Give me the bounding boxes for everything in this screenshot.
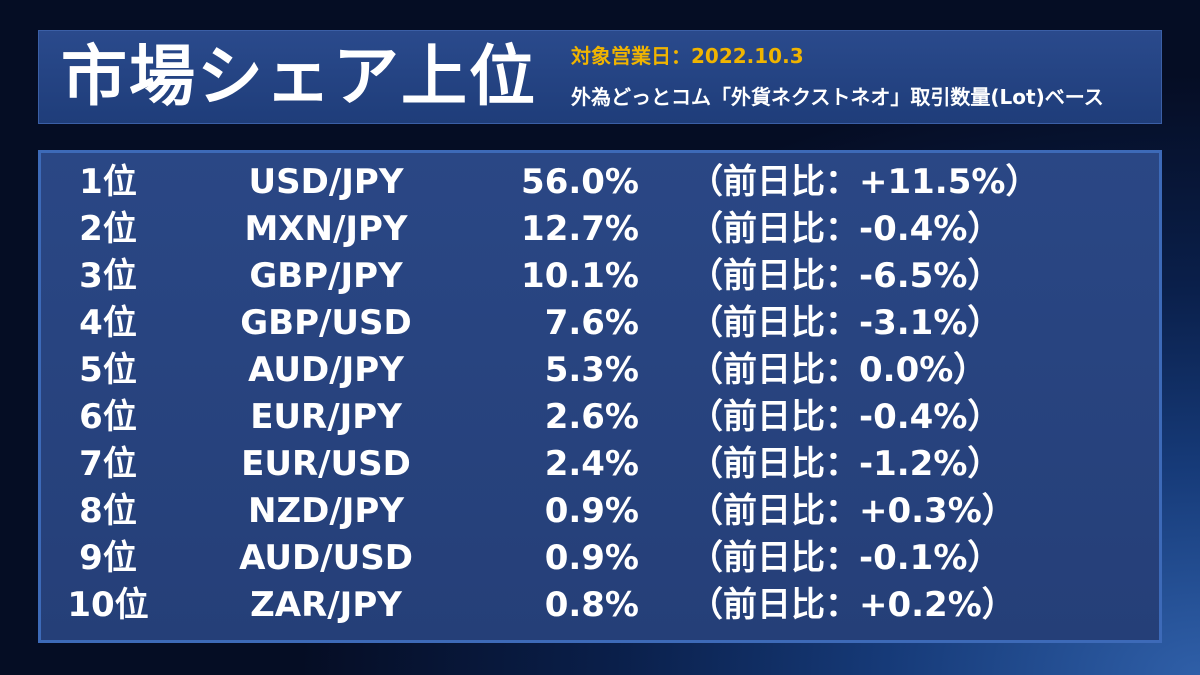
day-over-day-change: （前日比：-6.5%）	[689, 256, 1002, 296]
market-share: 0.8%	[544, 585, 639, 625]
market-share: 56.0%	[521, 162, 639, 202]
rank-label: 8位	[79, 491, 137, 531]
table-row: 9位 AUD/USD 0.9% （前日比：-0.1%）	[41, 534, 1159, 582]
rank-label: 4位	[79, 303, 137, 343]
day-over-day-change: （前日比：-3.1%）	[689, 303, 1002, 343]
business-date: 対象営業日：2022.10.3	[571, 44, 804, 68]
day-over-day-change: （前日比：+11.5%）	[689, 162, 1040, 202]
table-row: 1位 USD/JPY 56.0% （前日比：+11.5%）	[41, 158, 1159, 206]
day-over-day-change: （前日比：+0.2%）	[689, 585, 1016, 625]
currency-pair: USD/JPY	[248, 162, 404, 202]
market-share: 5.3%	[544, 350, 639, 390]
market-share: 12.7%	[521, 209, 639, 249]
table-row: 4位 GBP/USD 7.6% （前日比：-3.1%）	[41, 299, 1159, 347]
market-share: 7.6%	[544, 303, 639, 343]
table-row: 6位 EUR/JPY 2.6% （前日比：-0.4%）	[41, 393, 1159, 441]
day-over-day-change: （前日比：-0.4%）	[689, 397, 1002, 437]
currency-pair: MXN/JPY	[244, 209, 408, 249]
data-basis-note: 外為どっとコム「外貨ネクストネオ」取引数量(Lot)ベース	[571, 85, 1104, 109]
rank-label: 2位	[79, 209, 137, 249]
day-over-day-change: （前日比：-1.2%）	[689, 444, 1002, 484]
table-row: 10位 ZAR/JPY 0.8% （前日比：+0.2%）	[41, 581, 1159, 629]
day-over-day-change: （前日比：-0.4%）	[689, 209, 1002, 249]
market-share: 0.9%	[544, 538, 639, 578]
currency-pair: AUD/JPY	[248, 350, 404, 390]
day-over-day-change: （前日比：0.0%）	[689, 350, 988, 390]
table-row: 2位 MXN/JPY 12.7% （前日比：-0.4%）	[41, 205, 1159, 253]
table-row: 8位 NZD/JPY 0.9% （前日比：+0.3%）	[41, 487, 1159, 535]
rank-label: 6位	[79, 397, 137, 437]
currency-pair: EUR/USD	[241, 444, 411, 484]
rank-label: 1位	[79, 162, 137, 202]
rank-label: 3位	[79, 256, 137, 296]
market-share: 2.4%	[544, 444, 639, 484]
currency-pair: GBP/USD	[240, 303, 412, 343]
rank-label: 9位	[79, 538, 137, 578]
rank-label: 5位	[79, 350, 137, 390]
currency-pair: EUR/JPY	[250, 397, 402, 437]
currency-pair: GBP/JPY	[249, 256, 403, 296]
market-share: 2.6%	[544, 397, 639, 437]
page-title: 市場シェア上位	[61, 38, 537, 115]
rank-label: 7位	[79, 444, 137, 484]
rank-label: 10位	[67, 585, 149, 625]
market-share: 0.9%	[544, 491, 639, 531]
market-share: 10.1%	[521, 256, 639, 296]
currency-pair: ZAR/JPY	[250, 585, 402, 625]
ranking-table: 1位 USD/JPY 56.0% （前日比：+11.5%） 2位 MXN/JPY…	[38, 150, 1162, 643]
table-row: 5位 AUD/JPY 5.3% （前日比：0.0%）	[41, 346, 1159, 394]
currency-pair: NZD/JPY	[248, 491, 404, 531]
currency-pair: AUD/USD	[239, 538, 413, 578]
table-row: 3位 GBP/JPY 10.1% （前日比：-6.5%）	[41, 252, 1159, 300]
header-banner: 市場シェア上位 対象営業日：2022.10.3 外為どっとコム「外貨ネクストネオ…	[38, 30, 1162, 124]
day-over-day-change: （前日比：-0.1%）	[689, 538, 1002, 578]
day-over-day-change: （前日比：+0.3%）	[689, 491, 1016, 531]
table-row: 7位 EUR/USD 2.4% （前日比：-1.2%）	[41, 440, 1159, 488]
